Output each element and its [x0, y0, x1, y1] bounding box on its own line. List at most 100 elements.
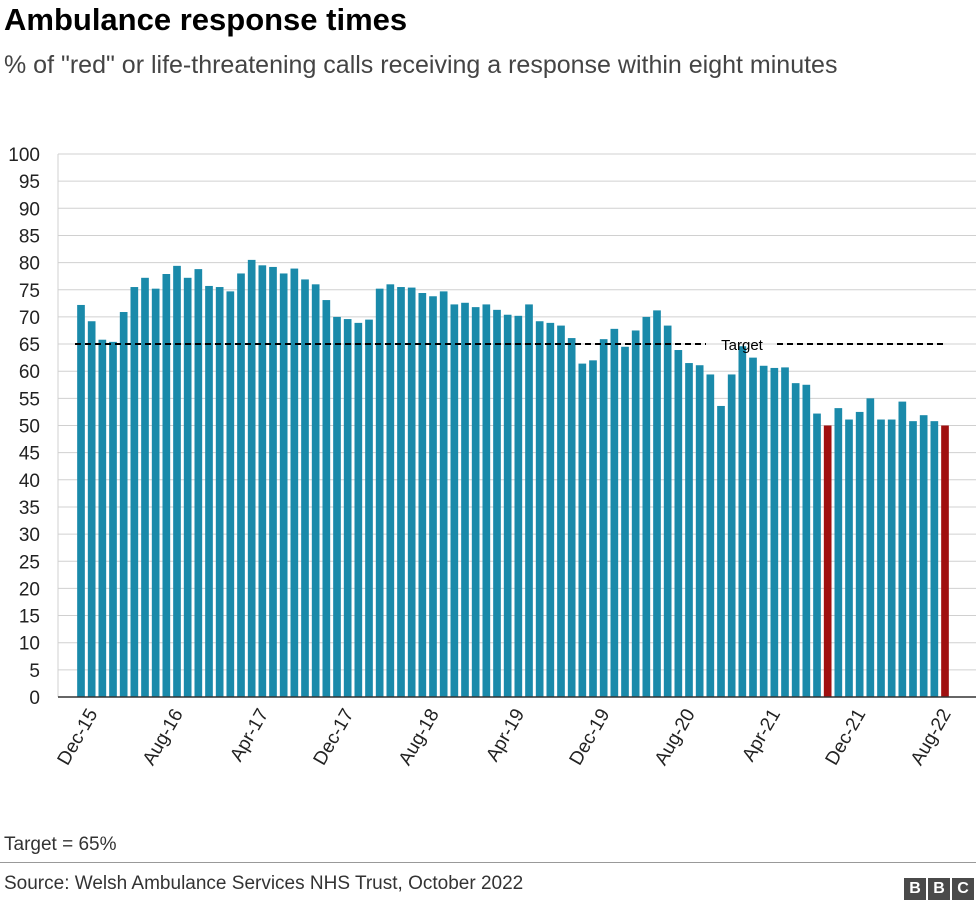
bar [877, 419, 885, 697]
bar [834, 408, 843, 697]
y-tick-label: 55 [19, 389, 40, 410]
bar [354, 322, 363, 697]
bar [813, 413, 821, 697]
bar [365, 319, 373, 697]
bar [866, 398, 875, 697]
x-tick-label: Aug-22 [907, 705, 956, 769]
x-tick-label: Apr-21 [738, 705, 785, 765]
bar [663, 325, 672, 697]
chart-title: Ambulance response times [4, 2, 408, 37]
bar [301, 279, 309, 697]
y-tick-label: 20 [19, 579, 40, 600]
bar [109, 341, 117, 697]
x-tick-label: Dec-17 [310, 705, 359, 769]
bar [471, 307, 480, 697]
bar [610, 328, 619, 697]
bar [290, 268, 299, 697]
bar [770, 367, 779, 697]
bar [727, 374, 736, 697]
bar [141, 277, 149, 697]
y-tick-label: 90 [19, 199, 40, 220]
y-axis-ticks: 0 5 10 15 20 25 30 35 40 45 50 55 60 65 70 75 80 85 90 95 10… [8, 145, 40, 709]
bar [439, 291, 448, 697]
bar [802, 384, 811, 697]
bar [749, 357, 757, 697]
bar [450, 304, 459, 697]
x-tick-label: Aug-18 [395, 705, 444, 769]
bar [194, 269, 203, 697]
bbc-logo-letter: C [952, 878, 974, 900]
bar [407, 287, 416, 697]
bar [333, 316, 341, 697]
bar [589, 360, 597, 697]
bbc-logo-letter: B [904, 878, 926, 900]
bar [909, 421, 917, 697]
bar [493, 309, 501, 697]
bar [706, 374, 715, 697]
x-tick-label: Dec-19 [566, 705, 615, 769]
x-tick-label: Apr-19 [482, 705, 529, 765]
y-tick-label: 25 [19, 552, 40, 573]
bar [567, 338, 576, 697]
target-note: Target = 65% [4, 834, 117, 855]
y-tick-label: 5 [29, 661, 40, 682]
y-tick-label: 60 [19, 362, 40, 383]
bar [258, 265, 267, 697]
y-tick-label: 45 [19, 444, 40, 465]
bar [695, 365, 704, 697]
y-tick-label: 35 [19, 498, 40, 519]
bbc-logo-letter: B [928, 878, 950, 900]
bar [247, 259, 256, 697]
bar [674, 350, 683, 697]
bar [535, 321, 544, 697]
bar [599, 339, 608, 697]
bar [557, 325, 565, 697]
bar [77, 304, 85, 697]
bar [173, 265, 181, 697]
bar-chart: 0 5 10 15 20 25 30 35 40 45 50 55 60 65 70 75 80 85 90 95 10… [8, 145, 976, 769]
bar [578, 363, 587, 697]
bar [759, 365, 768, 697]
bar [397, 287, 405, 697]
y-tick-label: 75 [19, 281, 40, 302]
bar [685, 363, 693, 697]
chart-subtitle: % of "red" or life-threatening calls rec… [4, 51, 838, 79]
x-tick-label: Aug-16 [139, 705, 188, 769]
bar [322, 300, 331, 697]
bar [546, 322, 555, 697]
bar [738, 346, 747, 697]
y-tick-label: 50 [19, 417, 40, 438]
y-tick-label: 95 [19, 172, 40, 193]
bar [130, 287, 139, 697]
bar [461, 302, 469, 697]
bar [279, 273, 288, 697]
x-axis-ticks: Dec-15 Aug-16 Apr-17 Dec-17 Aug-18 Apr-19 Dec-… [54, 705, 956, 769]
bar [205, 285, 213, 697]
y-tick-label: 80 [19, 254, 40, 275]
y-tick-label: 85 [19, 226, 40, 247]
x-tick-label: Dec-15 [54, 705, 103, 769]
bar [631, 330, 640, 697]
target-label: Target [721, 337, 764, 354]
bar [791, 383, 800, 697]
bar [930, 421, 939, 697]
bar [269, 266, 277, 697]
bar [621, 346, 629, 697]
bar [343, 319, 352, 697]
bar [642, 316, 651, 697]
bar [215, 287, 224, 697]
bar [311, 284, 320, 697]
target-line-group: Target [75, 337, 946, 354]
y-tick-label: 70 [19, 308, 40, 329]
y-tick-label: 10 [19, 634, 40, 655]
bar [898, 401, 907, 697]
bar [482, 304, 491, 697]
x-tick-label: Apr-17 [226, 705, 273, 765]
bar [119, 312, 128, 697]
bar [237, 273, 245, 697]
bar [418, 293, 427, 697]
bar [162, 274, 171, 697]
y-tick-label: 30 [19, 525, 40, 546]
y-tick-label: 0 [29, 688, 40, 709]
bar [887, 419, 896, 697]
